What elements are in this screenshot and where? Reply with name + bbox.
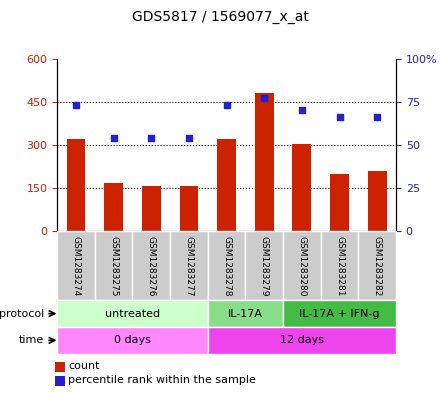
Text: GSM1283276: GSM1283276	[147, 236, 156, 296]
Point	[73, 102, 80, 108]
FancyBboxPatch shape	[283, 300, 396, 327]
Bar	[180, 186, 198, 231]
FancyBboxPatch shape	[246, 231, 283, 300]
Bar	[255, 93, 274, 231]
Point	[148, 135, 155, 141]
Bar	[293, 143, 312, 231]
Text: IL-17A + IFN-g: IL-17A + IFN-g	[299, 309, 380, 319]
Bar	[368, 171, 387, 231]
FancyBboxPatch shape	[208, 300, 283, 327]
FancyBboxPatch shape	[321, 231, 358, 300]
FancyBboxPatch shape	[283, 231, 321, 300]
Text: GDS5817 / 1569077_x_at: GDS5817 / 1569077_x_at	[132, 10, 308, 24]
Text: untreated: untreated	[105, 309, 160, 319]
Text: GSM1283282: GSM1283282	[373, 236, 381, 296]
Point	[185, 135, 192, 141]
Point	[336, 114, 343, 121]
Text: GSM1283281: GSM1283281	[335, 236, 344, 296]
Text: percentile rank within the sample: percentile rank within the sample	[68, 375, 256, 386]
Text: GSM1283279: GSM1283279	[260, 236, 269, 296]
Text: GSM1283278: GSM1283278	[222, 236, 231, 296]
Bar	[330, 174, 349, 231]
Text: GSM1283275: GSM1283275	[109, 236, 118, 296]
Text: GSM1283277: GSM1283277	[184, 236, 194, 296]
FancyBboxPatch shape	[170, 231, 208, 300]
FancyBboxPatch shape	[208, 231, 246, 300]
Text: protocol: protocol	[0, 309, 44, 319]
Text: IL-17A: IL-17A	[228, 309, 263, 319]
Point	[298, 107, 305, 114]
Bar	[104, 183, 123, 231]
FancyBboxPatch shape	[208, 327, 396, 354]
Bar	[66, 139, 85, 231]
Text: GSM1283280: GSM1283280	[297, 236, 306, 296]
FancyBboxPatch shape	[57, 231, 95, 300]
Text: time: time	[19, 335, 44, 345]
FancyBboxPatch shape	[57, 327, 208, 354]
FancyBboxPatch shape	[95, 231, 132, 300]
Text: count: count	[68, 361, 100, 371]
Point	[110, 135, 117, 141]
Bar	[142, 186, 161, 231]
FancyBboxPatch shape	[358, 231, 396, 300]
Text: GSM1283274: GSM1283274	[72, 236, 81, 296]
FancyBboxPatch shape	[57, 300, 208, 327]
FancyBboxPatch shape	[132, 231, 170, 300]
Bar	[217, 139, 236, 231]
Point	[261, 95, 268, 101]
Text: 0 days: 0 days	[114, 335, 151, 345]
Text: 12 days: 12 days	[280, 335, 324, 345]
Point	[374, 114, 381, 121]
Point	[223, 102, 230, 108]
